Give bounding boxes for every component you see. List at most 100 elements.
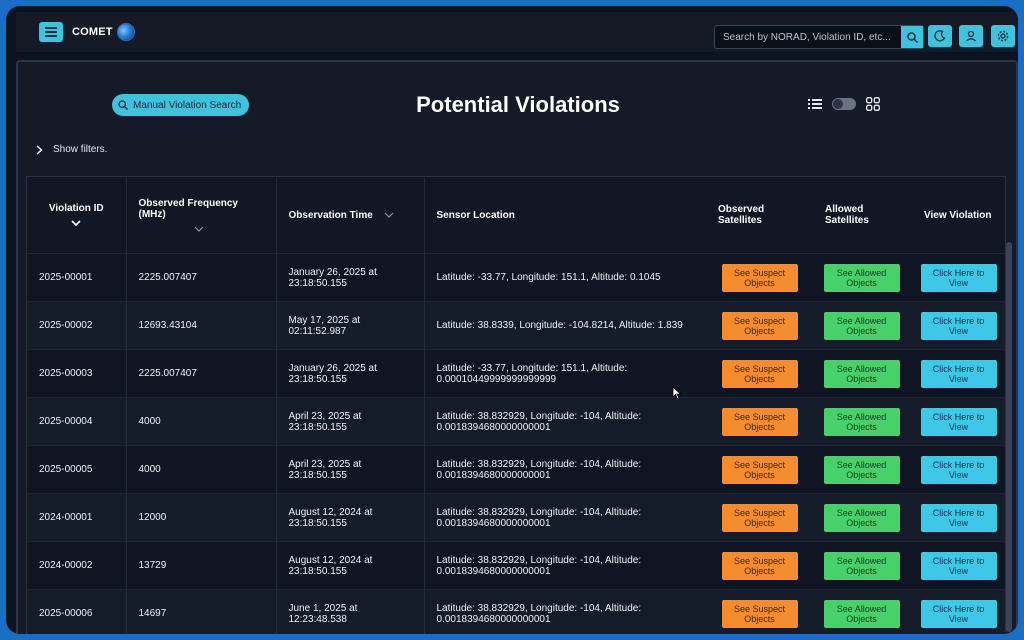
chevron-right-icon <box>36 144 43 155</box>
gear-icon <box>997 30 1009 42</box>
view-violation-button[interactable]: Click Here to View <box>920 599 997 628</box>
view-violation-button-cell: Click Here to View <box>912 397 1005 446</box>
view-violation-button[interactable]: Click Here to View <box>920 359 997 388</box>
violation-id-cell: 2025-00004 <box>27 397 126 446</box>
observation-time-cell: August 12, 2024 at 23:18:50.155 <box>275 493 424 542</box>
sensor-location-cell: Latitude: 38.832929, Longitude: -104, Al… <box>423 589 708 634</box>
header-observed-satellites: Observed Satellites <box>708 177 811 254</box>
search-input[interactable] <box>715 26 901 48</box>
view-mode-toggle <box>808 97 880 111</box>
see-suspect-objects-button-cell: See Suspect Objects <box>708 349 811 398</box>
see-allowed-objects-button[interactable]: See Allowed Objects <box>823 599 900 628</box>
header-observation-time[interactable]: Observation Time <box>275 177 424 254</box>
observation-time-cell: January 26, 2025 at 23:18:50.155 <box>275 253 424 302</box>
view-violation-button[interactable]: Click Here to View <box>920 455 997 484</box>
violation-id-cell: 2025-00003 <box>27 349 126 398</box>
frequency-cell: 2225.007407 <box>125 349 276 398</box>
see-suspect-objects-button-cell: See Suspect Objects <box>708 493 811 542</box>
table-row: 2025-00005 4000 April 23, 2025 at 23:18:50… <box>27 445 1005 494</box>
see-allowed-objects-button[interactable]: See Allowed Objects <box>823 503 900 532</box>
list-view-icon[interactable] <box>808 98 822 110</box>
see-allowed-objects-button[interactable]: See Allowed Objects <box>823 407 900 436</box>
violations-panel: Manual Violation Search Potential Violat… <box>16 60 1018 634</box>
moon-icon <box>934 30 946 42</box>
view-violation-button[interactable]: Click Here to View <box>920 407 997 436</box>
sensor-location-cell: Latitude: 38.832929, Longitude: -104, Al… <box>423 541 708 590</box>
view-violation-button-cell: Click Here to View <box>912 541 1005 590</box>
view-violation-button-cell: Click Here to View <box>912 445 1005 494</box>
chevron-down-icon[interactable] <box>194 226 204 232</box>
view-violation-button[interactable]: Click Here to View <box>920 263 997 292</box>
view-switch[interactable] <box>832 98 856 110</box>
frequency-cell: 4000 <box>125 445 276 494</box>
sensor-location-cell: Latitude: 38.8339, Longitude: -104.8214,… <box>423 301 708 350</box>
see-suspect-objects-button-cell: See Suspect Objects <box>708 589 811 634</box>
violation-id-cell: 2024-00002 <box>27 541 126 590</box>
search-button[interactable] <box>901 26 923 48</box>
see-suspect-objects-button[interactable]: See Suspect Objects <box>721 599 798 628</box>
frequency-cell: 4000 <box>125 397 276 446</box>
sensor-location-cell: Latitude: 38.832929, Longitude: -104, Al… <box>423 397 708 446</box>
header-view-violation: View Violation <box>912 177 1005 254</box>
see-suspect-objects-button[interactable]: See Suspect Objects <box>721 359 798 388</box>
see-allowed-objects-button[interactable]: See Allowed Objects <box>823 455 900 484</box>
frequency-cell: 13729 <box>125 541 276 590</box>
violations-table: Violation ID Observed Frequency (MHz) <box>26 176 1006 634</box>
see-suspect-objects-button[interactable]: See Suspect Objects <box>721 503 798 532</box>
view-violation-button-cell: Click Here to View <box>912 301 1005 350</box>
see-allowed-objects-button-cell: See Allowed Objects <box>811 301 912 350</box>
table-row: 2024-00002 13729 August 12, 2024 at 23:18:… <box>27 541 1005 590</box>
see-suspect-objects-button[interactable]: See Suspect Objects <box>721 551 798 580</box>
see-allowed-objects-button-cell: See Allowed Objects <box>811 253 912 302</box>
see-suspect-objects-button-cell: See Suspect Objects <box>708 397 811 446</box>
profile-button[interactable] <box>959 25 983 47</box>
observation-time-cell: April 23, 2025 at 23:18:50.155 <box>275 445 424 494</box>
frequency-cell: 12693.43104 <box>125 301 276 350</box>
table-row: 2025-00002 12693.43104 May 17, 2025 at 02:… <box>27 301 1005 350</box>
table-header-row: Violation ID Observed Frequency (MHz) <box>27 177 1005 254</box>
violation-id-cell: 2025-00005 <box>27 445 126 494</box>
table-row: 2024-00001 12000 August 12, 2024 at 23:18:… <box>27 493 1005 542</box>
header-sensor-location: Sensor Location <box>423 177 708 254</box>
menu-button[interactable] <box>39 22 63 42</box>
see-suspect-objects-button[interactable]: See Suspect Objects <box>721 455 798 484</box>
see-allowed-objects-button[interactable]: See Allowed Objects <box>823 359 900 388</box>
mouse-cursor-icon <box>672 386 682 400</box>
see-allowed-objects-button[interactable]: See Allowed Objects <box>823 311 900 340</box>
header-violation-id-label: Violation ID <box>48 203 104 214</box>
see-suspect-objects-button-cell: See Suspect Objects <box>708 301 811 350</box>
violation-id-cell: 2025-00001 <box>27 253 126 302</box>
see-suspect-objects-button[interactable]: See Suspect Objects <box>721 311 798 340</box>
frequency-cell: 14697 <box>125 589 276 634</box>
see-allowed-objects-button[interactable]: See Allowed Objects <box>823 263 900 292</box>
manual-violation-search-button[interactable]: Manual Violation Search <box>112 94 250 116</box>
view-violation-button-cell: Click Here to View <box>912 349 1005 398</box>
view-violation-button[interactable]: Click Here to View <box>920 311 997 340</box>
settings-button[interactable] <box>991 25 1015 47</box>
observation-time-cell: August 12, 2024 at 23:18:50.155 <box>275 541 424 590</box>
magnifier-icon <box>118 100 128 110</box>
violation-id-cell: 2025-00002 <box>27 301 126 350</box>
see-suspect-objects-button[interactable]: See Suspect Objects <box>721 263 798 292</box>
header-observed-frequency[interactable]: Observed Frequency (MHz) <box>125 177 276 254</box>
chevron-down-icon[interactable] <box>71 220 81 227</box>
see-suspect-objects-button[interactable]: See Suspect Objects <box>721 407 798 436</box>
view-violation-button[interactable]: Click Here to View <box>920 551 997 580</box>
see-allowed-objects-button-cell: See Allowed Objects <box>811 397 912 446</box>
show-filters-label: Show filters. <box>53 144 108 155</box>
see-allowed-objects-button[interactable]: See Allowed Objects <box>823 551 900 580</box>
see-allowed-objects-button-cell: See Allowed Objects <box>811 445 912 494</box>
view-violation-button[interactable]: Click Here to View <box>920 503 997 532</box>
theme-toggle-button[interactable] <box>928 25 952 47</box>
table-row: 2025-00003 2225.007407 January 26, 2025 at… <box>27 349 1005 398</box>
table-row: 2025-00004 4000 April 23, 2025 at 23:18:50… <box>27 397 1005 446</box>
table-row: 2025-00006 14697 June 1, 2025 at 12:23:48.… <box>27 589 1005 634</box>
page-title: Potential Violations <box>416 92 620 117</box>
grid-view-icon[interactable] <box>866 97 880 111</box>
table-scrollbar[interactable] <box>1006 242 1012 632</box>
chevron-down-icon[interactable] <box>384 212 394 218</box>
header-violation-id[interactable]: Violation ID <box>27 177 126 254</box>
show-filters-toggle[interactable]: Show filters. <box>36 144 107 155</box>
violation-id-cell: 2025-00006 <box>27 589 126 634</box>
see-allowed-objects-button-cell: See Allowed Objects <box>811 589 912 634</box>
